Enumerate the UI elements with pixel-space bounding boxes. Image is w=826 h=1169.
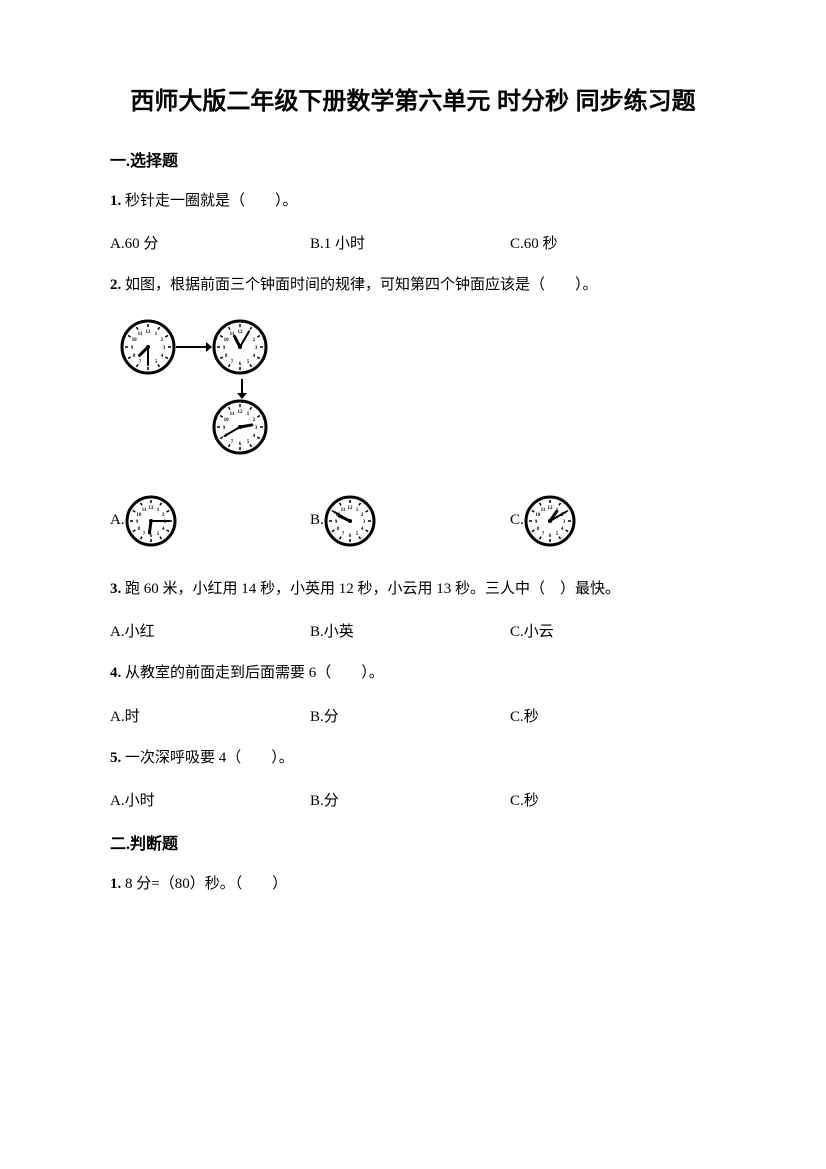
q5-num: 5.	[110, 750, 121, 766]
arrow-down-icon	[236, 379, 248, 399]
clock-3-icon: 121234567891011	[212, 399, 268, 455]
section-2-header: 二.判断题	[110, 830, 716, 854]
svg-text:12: 12	[547, 506, 553, 511]
svg-text:12: 12	[146, 330, 152, 335]
svg-text:11: 11	[138, 332, 143, 337]
q3-option-c: C.小云	[510, 620, 710, 641]
clock-2-icon: 121234567891011	[212, 319, 268, 375]
svg-text:11: 11	[540, 507, 545, 512]
svg-text:10: 10	[535, 513, 541, 518]
svg-text:11: 11	[340, 507, 345, 512]
j1-num: 1.	[110, 876, 121, 892]
svg-text:10: 10	[224, 418, 230, 423]
q2-options: A. 121234567891011 B. 121234567891011 C.…	[110, 495, 716, 547]
svg-text:10: 10	[224, 338, 230, 343]
q4-options: A.时 B.分 C.秒	[110, 705, 716, 726]
page-title: 西师大版二年级下册数学第六单元 时分秒 同步练习题	[110, 85, 716, 119]
svg-text:11: 11	[141, 507, 146, 512]
q5-body: 一次深呼吸要 4（ ）。	[125, 750, 294, 766]
clock-option-a-icon: 121234567891011	[125, 495, 177, 547]
j1-text: 1. 8 分=（80）秒。（ ）	[110, 872, 716, 898]
j1-body: 8 分=（80）秒。（ ）	[125, 876, 287, 892]
q1-options: A.60 分 B.1 小时 C.60 秒	[110, 232, 716, 253]
svg-text:12: 12	[238, 410, 244, 415]
q2-text: 2. 如图，根据前面三个钟面时间的规律，可知第四个钟面应该是（ ）。	[110, 273, 716, 299]
clock-option-b-icon: 121234567891011	[324, 495, 376, 547]
q3-option-a: A.小红	[110, 620, 310, 641]
q2-option-c-label: C.	[510, 512, 524, 529]
clock-1-icon: 121234567891011	[120, 319, 176, 375]
q4-num: 4.	[110, 665, 121, 681]
q3-num: 3.	[110, 581, 121, 597]
q3-options: A.小红 B.小英 C.小云	[110, 620, 716, 641]
q3-option-b: B.小英	[310, 620, 510, 641]
arrow-right-icon	[176, 341, 212, 353]
svg-text:10: 10	[132, 338, 138, 343]
q1-option-a: A.60 分	[110, 232, 310, 253]
q4-option-b: B.分	[310, 705, 510, 726]
q4-text: 4. 从教室的前面走到后面需要 6（ ）。	[110, 661, 716, 687]
q4-option-a: A.时	[110, 705, 310, 726]
svg-text:10: 10	[136, 513, 142, 518]
q2-option-a: A. 121234567891011	[110, 495, 310, 547]
q4-body: 从教室的前面走到后面需要 6（ ）。	[125, 665, 384, 681]
q2-option-c: C. 121234567891011	[510, 495, 710, 547]
section-1-header: 一.选择题	[110, 147, 716, 171]
q1-body: 秒针走一圈就是（ ）。	[125, 193, 298, 209]
q2-option-a-label: A.	[110, 512, 125, 529]
svg-text:12: 12	[238, 330, 244, 335]
q3-body: 跑 60 米，小红用 14 秒，小英用 12 秒，小云用 13 秒。三人中（ ）…	[125, 581, 620, 597]
q5-option-b: B.分	[310, 789, 510, 810]
q5-text: 5. 一次深呼吸要 4（ ）。	[110, 746, 716, 772]
q1-num: 1.	[110, 193, 121, 209]
clock-option-c-icon: 121234567891011	[524, 495, 576, 547]
q2-num: 2.	[110, 277, 121, 293]
q2-body: 如图，根据前面三个钟面时间的规律，可知第四个钟面应该是（ ）。	[125, 277, 598, 293]
q5-option-c: C.秒	[510, 789, 710, 810]
svg-text:12: 12	[347, 506, 353, 511]
q2-option-b: B. 121234567891011	[310, 495, 510, 547]
q4-option-c: C.秒	[510, 705, 710, 726]
q1-text: 1. 秒针走一圈就是（ ）。	[110, 189, 716, 215]
q5-options: A.小时 B.分 C.秒	[110, 789, 716, 810]
q3-text: 3. 跑 60 米，小红用 14 秒，小英用 12 秒，小云用 13 秒。三人中…	[110, 577, 716, 603]
svg-text:11: 11	[230, 412, 235, 417]
q5-option-a: A.小时	[110, 789, 310, 810]
q1-option-b: B.1 小时	[310, 232, 510, 253]
q2-option-b-label: B.	[310, 512, 324, 529]
svg-text:12: 12	[148, 506, 154, 511]
q2-clock-diagram: 121234567891011 121234567891011 12123456…	[120, 319, 716, 455]
q1-option-c: C.60 秒	[510, 232, 710, 253]
